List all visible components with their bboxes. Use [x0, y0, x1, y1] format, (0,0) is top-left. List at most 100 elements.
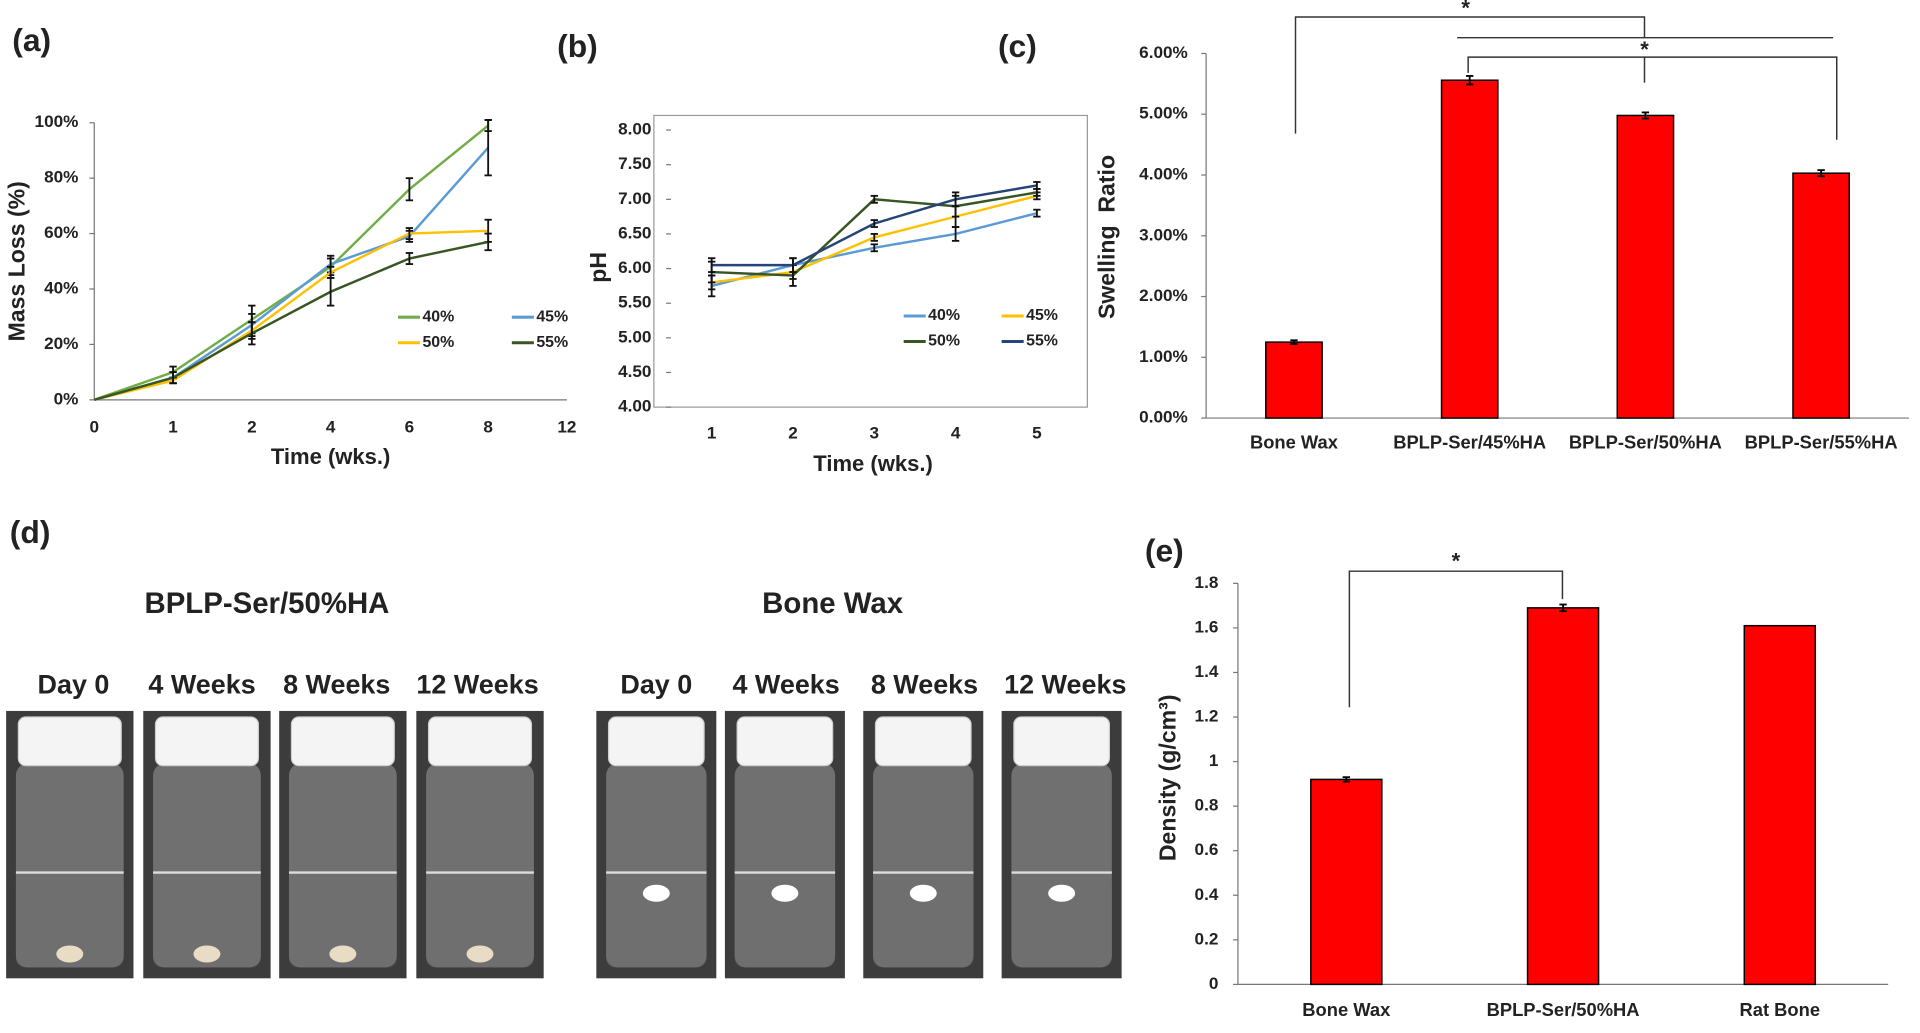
error-bar [405, 227, 414, 241]
vial-cap [427, 716, 533, 767]
error-bar [1033, 181, 1041, 190]
y-tick-label: 1 [1209, 751, 1219, 770]
y-tick-label: 0.6 [1195, 840, 1219, 859]
x-tick-label: 6 [405, 417, 415, 436]
chart-panel: (a)Mass Loss (%)Time (wks.)0%20%40%60%80… [3, 22, 576, 469]
error-bar [1342, 776, 1350, 783]
vial-photo [416, 710, 544, 979]
sample-pellet [909, 884, 937, 902]
vial-liquid [153, 872, 261, 968]
panel-label: (a) [12, 22, 51, 58]
significance-bracket [1294, 16, 1646, 134]
y-tick-label: 0.00% [1139, 408, 1188, 427]
y-tick-label: 5.00 [618, 327, 651, 346]
error-bar [1033, 208, 1041, 218]
y-tick-label: 1.00% [1139, 347, 1188, 366]
error-bar [1290, 339, 1298, 345]
vial-liquid [426, 872, 534, 968]
x-tick-label: 1 [707, 423, 717, 442]
y-tick-label: 4.50 [618, 362, 651, 381]
group-title: Bone Wax [762, 588, 904, 620]
y-tick-label: 5.00% [1139, 104, 1188, 123]
error-bar [326, 277, 335, 307]
y-tick-label: 1.6 [1195, 617, 1219, 636]
error-bar [870, 233, 878, 242]
y-tick-label: 3.00% [1139, 225, 1188, 244]
vial-liquid [734, 872, 836, 968]
significance-star: * [1461, 0, 1470, 20]
x-tick-label: BPLP-Ser/55%HA [1745, 431, 1898, 452]
y-tick-label: 8.00 [618, 120, 651, 139]
error-bar [169, 371, 177, 385]
x-tick-label: 4 [326, 417, 336, 436]
y-tick-label: 5.50 [618, 293, 651, 312]
error-bar [1641, 111, 1650, 120]
vial-photo [863, 710, 984, 979]
x-tick-label: 5 [1032, 423, 1042, 442]
panel-label: (d) [10, 514, 51, 550]
sample-pellet [466, 945, 494, 963]
time-label: 4 Weeks [732, 670, 839, 700]
y-axis-label: pH [585, 252, 611, 283]
y-tick-label: 4.00 [618, 397, 651, 416]
error-bar [1817, 169, 1825, 178]
data-line [93, 229, 489, 402]
x-tick-label: 2 [247, 417, 257, 436]
bar [1792, 172, 1851, 419]
x-tick-label: BPLP-Ser/50%HA [1569, 431, 1722, 452]
x-tick-label: BPLP-Ser/45%HA [1393, 431, 1546, 452]
bar [1310, 778, 1383, 986]
bar [1616, 114, 1675, 419]
vial-liquid [15, 872, 124, 968]
vial-photo [143, 710, 271, 979]
error-bar [248, 321, 256, 346]
time-label: 8 Weeks [283, 670, 390, 700]
error-bar [484, 119, 492, 177]
x-tick-label: BPLP-Ser/50%HA [1487, 999, 1640, 1020]
error-bar [1559, 603, 1567, 613]
bar [1743, 624, 1817, 986]
data-line [93, 124, 489, 401]
y-tick-label: 6.00% [1139, 43, 1188, 62]
significance-bracket [1467, 56, 1838, 140]
photo-panel: (d) BPLP-Ser/50%HA Day 0 4 Weeks 8 Weeks 12 W… [6, 514, 1126, 979]
sample-pellet [642, 884, 670, 902]
y-tick-label: 2.00% [1139, 286, 1188, 305]
y-tick-label: 7.50 [618, 154, 651, 173]
y-tick-label: 6.00 [618, 258, 651, 277]
bar [1526, 607, 1600, 986]
x-axis-label: Time (wks.) [271, 444, 391, 469]
y-tick-label: 60% [44, 223, 78, 242]
x-tick-label: 12 [557, 417, 576, 436]
legend-label: 50% [928, 333, 960, 350]
bar [1440, 79, 1499, 419]
x-tick-label: 2 [788, 423, 798, 442]
sample-pellet [56, 945, 84, 963]
y-tick-label: 0.4 [1195, 885, 1219, 904]
panel-label: (e) [1145, 532, 1184, 568]
vial-photo [1001, 710, 1122, 979]
y-tick-label: 40% [44, 279, 78, 298]
significance-bracket [1348, 570, 1564, 708]
time-label: 12 Weeks [1004, 670, 1126, 700]
x-tick-label: Bone Wax [1302, 999, 1391, 1020]
vial-cap [17, 716, 122, 767]
legend-label: 40% [928, 307, 960, 324]
y-tick-label: 80% [44, 168, 78, 187]
y-tick-label: 20% [44, 334, 78, 353]
y-tick-label: 6.50 [618, 223, 651, 242]
sample-pellet [1048, 884, 1076, 902]
vial-cap [1013, 716, 1110, 767]
x-tick-label: Bone Wax [1250, 431, 1339, 452]
chart-panel: (c) Swelling Ratio 0.00% 1.00% 2.00% 3.00% 4.0… [998, 0, 1909, 452]
time-label: Day 0 [620, 670, 692, 700]
vial-cap [736, 716, 834, 767]
error-bar [708, 257, 716, 273]
y-tick-label: 0% [54, 389, 79, 408]
y-tick-label: 1.8 [1195, 573, 1219, 592]
y-tick-label: 100% [35, 112, 79, 131]
y-tick-label: 1.4 [1195, 662, 1219, 681]
vial-liquid [288, 872, 397, 968]
